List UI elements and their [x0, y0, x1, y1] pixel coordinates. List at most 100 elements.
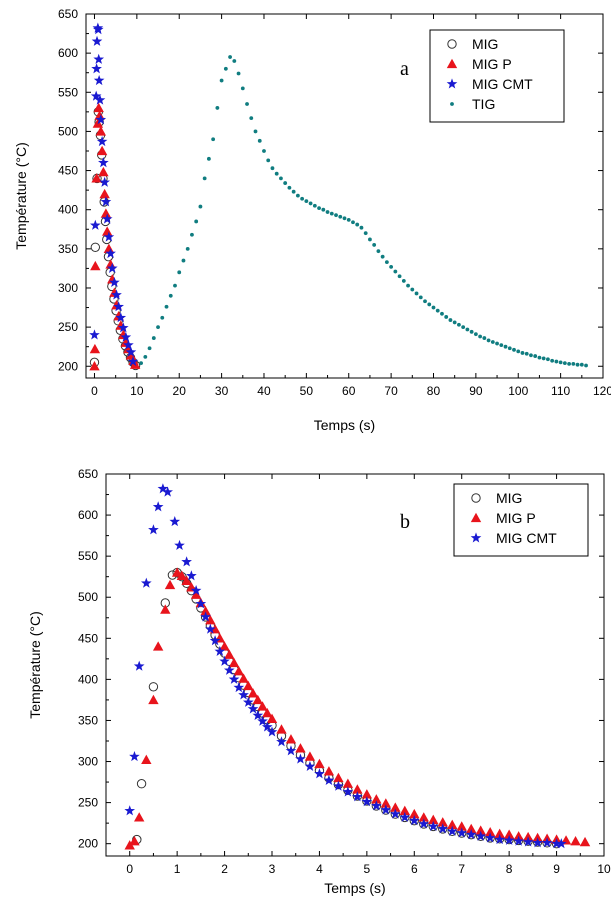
data-point: [105, 247, 116, 259]
y-tick-label: 550: [58, 85, 78, 99]
legend-entry: MIG CMT: [496, 530, 557, 546]
data-point: [245, 102, 249, 106]
y-tick-label: 400: [78, 672, 98, 686]
data-point: [171, 567, 183, 577]
data-point: [240, 86, 245, 91]
series-tig: [139, 55, 588, 368]
data-point: [160, 604, 171, 614]
data-point: [300, 196, 305, 201]
data-point: [499, 343, 504, 348]
data-point: [279, 176, 283, 181]
data-point: [338, 214, 343, 219]
y-tick-label: 600: [78, 508, 98, 522]
x-axis-label: Temps (s): [324, 880, 385, 896]
data-point: [409, 808, 420, 819]
y-tick-label: 400: [58, 203, 78, 217]
legend-marker: [471, 493, 481, 503]
data-point: [555, 838, 567, 849]
data-point: [257, 138, 262, 143]
data-point: [238, 673, 249, 683]
x-tick-label: 9: [553, 862, 560, 876]
x-tick-label: 10: [597, 862, 611, 876]
legend-box: [429, 29, 565, 123]
data-point: [446, 825, 458, 836]
data-point: [127, 355, 139, 367]
x-tick-label: 7: [458, 862, 465, 876]
data-point: [414, 291, 419, 296]
data-point: [228, 55, 232, 59]
data-point: [448, 318, 453, 322]
data-point: [478, 334, 483, 339]
data-point: [287, 185, 292, 190]
data-point: [541, 356, 546, 361]
data-point: [147, 346, 152, 351]
data-point: [228, 673, 240, 684]
series-mig: [89, 107, 141, 371]
data-point: [98, 166, 109, 177]
data-point: [418, 812, 429, 822]
x-tick-label: 50: [300, 384, 314, 398]
data-point: [571, 362, 576, 366]
plot-frame: [85, 13, 604, 379]
data-point: [205, 615, 216, 625]
data-point: [124, 805, 136, 816]
data-point: [389, 808, 401, 819]
data-point: [562, 361, 567, 366]
data-point: [372, 243, 377, 247]
y-tick-label: 350: [78, 713, 98, 727]
x-tick-label: 120: [593, 384, 611, 398]
data-point: [291, 189, 296, 194]
x-tick-label: 70: [384, 384, 398, 398]
legend-marker: [470, 532, 482, 543]
data-point: [89, 343, 101, 354]
y-tick-label: 650: [58, 7, 78, 21]
x-tick-label: 80: [427, 384, 441, 398]
data-point: [233, 681, 245, 693]
data-point: [431, 305, 436, 310]
data-point: [257, 701, 268, 711]
data-point: [253, 129, 258, 134]
data-point: [427, 302, 432, 307]
y-axis-label: Température (°C): [13, 142, 29, 250]
data-point: [393, 269, 398, 274]
data-point: [437, 817, 448, 827]
data-point: [533, 354, 538, 358]
data-point: [452, 320, 457, 325]
data-point: [242, 696, 254, 707]
y-tick-label: 450: [58, 164, 78, 178]
data-point: [92, 118, 104, 128]
data-point: [136, 779, 147, 789]
data-point: [399, 805, 410, 815]
series-mig-cmt: [124, 483, 567, 849]
data-point: [133, 660, 145, 671]
data-point: [101, 213, 113, 224]
data-point: [200, 605, 211, 616]
data-point: [266, 158, 271, 163]
data-point: [427, 820, 439, 831]
data-point: [141, 754, 152, 765]
data-point: [359, 225, 364, 230]
data-point: [384, 260, 389, 265]
data-point: [186, 570, 197, 581]
legend-entry: MIG: [496, 490, 522, 506]
data-point: [266, 726, 278, 737]
data-point: [219, 641, 230, 651]
plot-frame: [105, 473, 605, 857]
y-tick-label: 550: [78, 549, 98, 563]
data-point: [355, 222, 360, 227]
data-point: [262, 149, 266, 153]
y-tick-label: 500: [58, 124, 78, 138]
x-tick-label: 40: [257, 384, 271, 398]
data-point: [437, 823, 449, 834]
y-tick-label: 600: [58, 46, 78, 60]
data-point: [190, 232, 194, 237]
data-point: [390, 802, 401, 812]
y-tick-label: 500: [78, 590, 98, 604]
data-point: [516, 349, 521, 354]
data-point: [113, 301, 124, 312]
data-point: [156, 325, 160, 330]
data-point: [317, 206, 321, 211]
data-point: [484, 832, 496, 843]
data-point: [181, 258, 186, 263]
data-point: [164, 304, 169, 309]
